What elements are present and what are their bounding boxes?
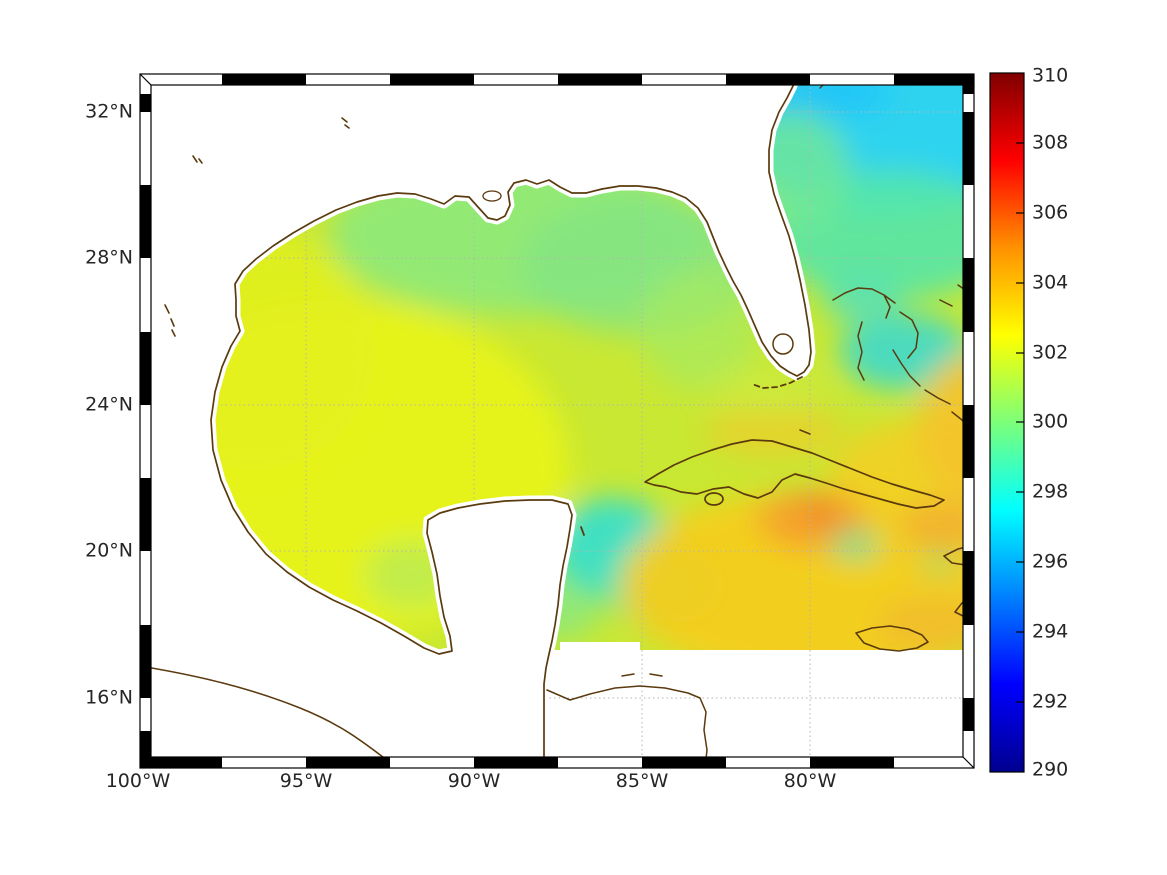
lake-okeechobee — [772, 333, 794, 355]
colorbar-tick-label: 308 — [1032, 131, 1069, 154]
pacific-coastline — [140, 665, 399, 768]
y-tick-label: 16°N — [85, 686, 133, 709]
x-tick-label: 90°W — [447, 770, 501, 792]
lake-pontchartrain — [482, 190, 502, 202]
gridlines — [140, 74, 974, 768]
colorbar-tick-label: 310 — [1032, 64, 1069, 87]
colorbar-tick-label: 304 — [1032, 271, 1069, 294]
y-tick-label: 20°N — [85, 539, 133, 562]
colorbar-ticks — [1016, 142, 1024, 703]
central-america-coastline — [546, 673, 708, 768]
x-tick-label: 100°W — [105, 770, 171, 792]
y-tick-label: 32°N — [85, 100, 133, 123]
x-tick-label: 95°W — [279, 770, 333, 792]
map-frame — [139, 73, 975, 769]
mainland-landmass — [140, 74, 816, 768]
colorbar-tick-label: 294 — [1032, 620, 1069, 643]
colorbar-tick-label: 298 — [1032, 480, 1069, 503]
x-tick-label: 85°W — [615, 770, 669, 792]
x-tick-label: 80°W — [783, 770, 837, 792]
inland-lakes — [164, 117, 350, 337]
cuba-coastline — [644, 439, 945, 509]
florida-keys — [751, 376, 803, 389]
colorbar-tick-label: 306 — [1032, 201, 1069, 224]
y-tick-label: 28°N — [85, 246, 133, 269]
colorbar-tick-label: 300 — [1032, 410, 1069, 433]
colorbar-tick-label: 292 — [1032, 690, 1069, 713]
colorbar — [989, 72, 1025, 773]
cozumel-island — [580, 526, 585, 536]
colorbar-tick-label: 296 — [1032, 550, 1069, 573]
colorbar-tick-label: 290 — [1032, 758, 1069, 781]
colorbar-tick-label: 302 — [1032, 341, 1069, 364]
bahamas-islands — [799, 284, 971, 435]
jamaica-coastline — [855, 625, 929, 652]
y-tick-label: 24°N — [85, 393, 133, 416]
